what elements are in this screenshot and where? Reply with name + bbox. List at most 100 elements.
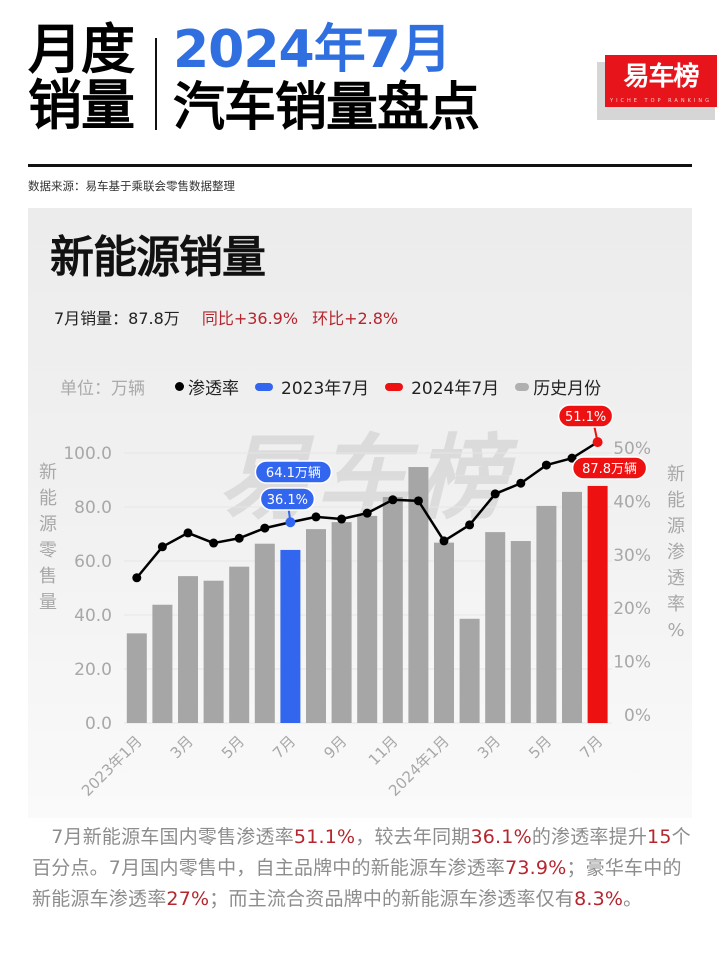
svg-text:87.8万辆: 87.8万辆 bbox=[582, 462, 637, 477]
bar-5月 bbox=[536, 505, 557, 723]
paragraph-text: ；而主流合资品牌中的新能源车渗透率仅有 bbox=[209, 888, 575, 910]
svg-text:零: 零 bbox=[39, 540, 57, 561]
paragraph-text: ；豪华车中的新能源车渗透率 bbox=[32, 857, 682, 910]
penetration-point bbox=[388, 495, 398, 505]
penetration-point bbox=[541, 460, 551, 470]
svg-text:36.1%: 36.1% bbox=[267, 493, 308, 508]
svg-text:5月: 5月 bbox=[525, 732, 555, 762]
bar-8月 bbox=[306, 529, 326, 723]
legend-label: 历史月份 bbox=[533, 379, 602, 399]
bar-7月 bbox=[587, 485, 608, 723]
bar-3月 bbox=[485, 532, 506, 723]
brand-logo: 易车榜 YICHE TOP RANKING bbox=[605, 55, 717, 107]
highlight-figure: 73.9% bbox=[505, 857, 567, 879]
legend-item-2023-jul: 2023年7月 bbox=[255, 374, 369, 399]
svg-text:50%: 50% bbox=[613, 439, 651, 459]
bar-5月 bbox=[229, 566, 250, 723]
paragraph-text: ，较去年同期 bbox=[355, 826, 471, 848]
svg-text:3月: 3月 bbox=[167, 732, 197, 762]
legend-item-2024-jul: 2024年7月 bbox=[385, 374, 499, 399]
penetration-point bbox=[183, 528, 193, 538]
gray-swatch-icon bbox=[515, 382, 530, 391]
bar-7月 bbox=[280, 549, 301, 723]
header-rule bbox=[28, 164, 692, 167]
svg-text:5月: 5月 bbox=[218, 732, 248, 762]
mom-change: 环比+2.8% bbox=[312, 309, 399, 328]
data-source-note: 数据来源：易车基于乘联会零售数据整理 bbox=[28, 179, 235, 193]
svg-text:60.0: 60.0 bbox=[74, 552, 112, 572]
bar-series bbox=[126, 467, 608, 723]
svg-text:64.1万辆: 64.1万辆 bbox=[266, 466, 321, 481]
svg-text:11月: 11月 bbox=[365, 732, 402, 769]
svg-text:40%: 40% bbox=[613, 492, 651, 512]
callout-2023-jul-sales: 64.1万辆 bbox=[254, 460, 333, 484]
penetration-point bbox=[337, 514, 347, 524]
bar-2月 bbox=[459, 618, 480, 723]
penetration-point bbox=[209, 538, 219, 548]
highlight-figure: 51.1% bbox=[293, 826, 356, 848]
penetration-point bbox=[465, 520, 475, 530]
legend-item-penetration: 渗透率 bbox=[175, 374, 239, 399]
paragraph-text: 个百分点。7月国内零售中，自主品牌中的新能源车渗透率 bbox=[32, 826, 691, 879]
svg-text:3月: 3月 bbox=[474, 732, 504, 762]
callout-2024-jul-rate: 51.1% bbox=[557, 404, 614, 428]
bar-6月 bbox=[562, 491, 582, 723]
penetration-point bbox=[132, 573, 142, 583]
highlight-figure: 15 bbox=[647, 826, 672, 848]
svg-text:9月: 9月 bbox=[320, 732, 350, 762]
bar-9月 bbox=[331, 522, 352, 723]
svg-text:7月: 7月 bbox=[576, 732, 606, 762]
svg-text:0%: 0% bbox=[624, 706, 651, 726]
svg-text:能: 能 bbox=[39, 488, 57, 509]
header-monthly-label: 月度 销量 bbox=[28, 18, 135, 134]
paragraph-text: 7月新能源车国内零售渗透率 bbox=[51, 826, 294, 848]
logo-text: 易车榜 bbox=[623, 62, 699, 92]
bar-6月 bbox=[254, 543, 275, 723]
highlight-figure: 8.3% bbox=[574, 888, 624, 910]
svg-text:40.0: 40.0 bbox=[74, 606, 112, 626]
penetration-point bbox=[260, 523, 270, 533]
sales-summary: 7月销量：87.8万 同比+36.9% 环比+2.8% bbox=[54, 305, 398, 329]
bar-2023年1月 bbox=[126, 633, 147, 723]
legend-label: 2023年7月 bbox=[281, 379, 370, 399]
penetration-point bbox=[362, 508, 372, 518]
callout-2024-jul-sales: 87.8万辆 bbox=[571, 456, 648, 480]
svg-text:20%: 20% bbox=[613, 599, 651, 619]
bar-2月 bbox=[152, 604, 173, 723]
bar-10月 bbox=[357, 515, 378, 723]
dot-icon bbox=[175, 382, 184, 391]
penetration-point bbox=[413, 496, 423, 506]
highlight-figure: 27% bbox=[166, 888, 210, 910]
svg-text:7月: 7月 bbox=[269, 732, 299, 762]
legend-label: 渗透率 bbox=[188, 379, 239, 399]
header-divider bbox=[155, 38, 157, 130]
svg-text:源: 源 bbox=[667, 516, 685, 537]
legend-label: 2024年7月 bbox=[411, 379, 500, 399]
svg-text:新: 新 bbox=[39, 462, 57, 483]
bar-4月 bbox=[203, 580, 224, 723]
svg-text:2023年1月: 2023年1月 bbox=[78, 732, 146, 800]
svg-text:100.0: 100.0 bbox=[63, 444, 112, 464]
svg-text:%: % bbox=[667, 620, 684, 641]
highlight-callouts: 64.1万辆 36.1% 51.1% 87.8万辆 bbox=[254, 404, 648, 523]
yoy-change: 同比+36.9% bbox=[201, 309, 299, 328]
legend-item-history: 历史月份 bbox=[515, 374, 601, 399]
penetration-point bbox=[311, 512, 321, 522]
bar-12月 bbox=[408, 467, 429, 723]
monthly-sales-value: 7月销量：87.8万 bbox=[54, 309, 180, 328]
header-left-line1: 月度 bbox=[28, 18, 135, 81]
header-main-title: 汽车销量盘点 bbox=[173, 78, 480, 138]
penetration-point bbox=[157, 542, 167, 552]
svg-text:能: 能 bbox=[667, 490, 685, 511]
penetration-point bbox=[234, 533, 244, 543]
penetration-line bbox=[132, 437, 603, 583]
unit-label: 单位：万辆 bbox=[60, 379, 145, 399]
penetration-point bbox=[439, 536, 449, 546]
penetration-point bbox=[567, 453, 577, 463]
bar-2024年1月 bbox=[434, 542, 454, 723]
paragraph-text: 。 bbox=[623, 888, 643, 910]
svg-text:量: 量 bbox=[39, 592, 57, 613]
